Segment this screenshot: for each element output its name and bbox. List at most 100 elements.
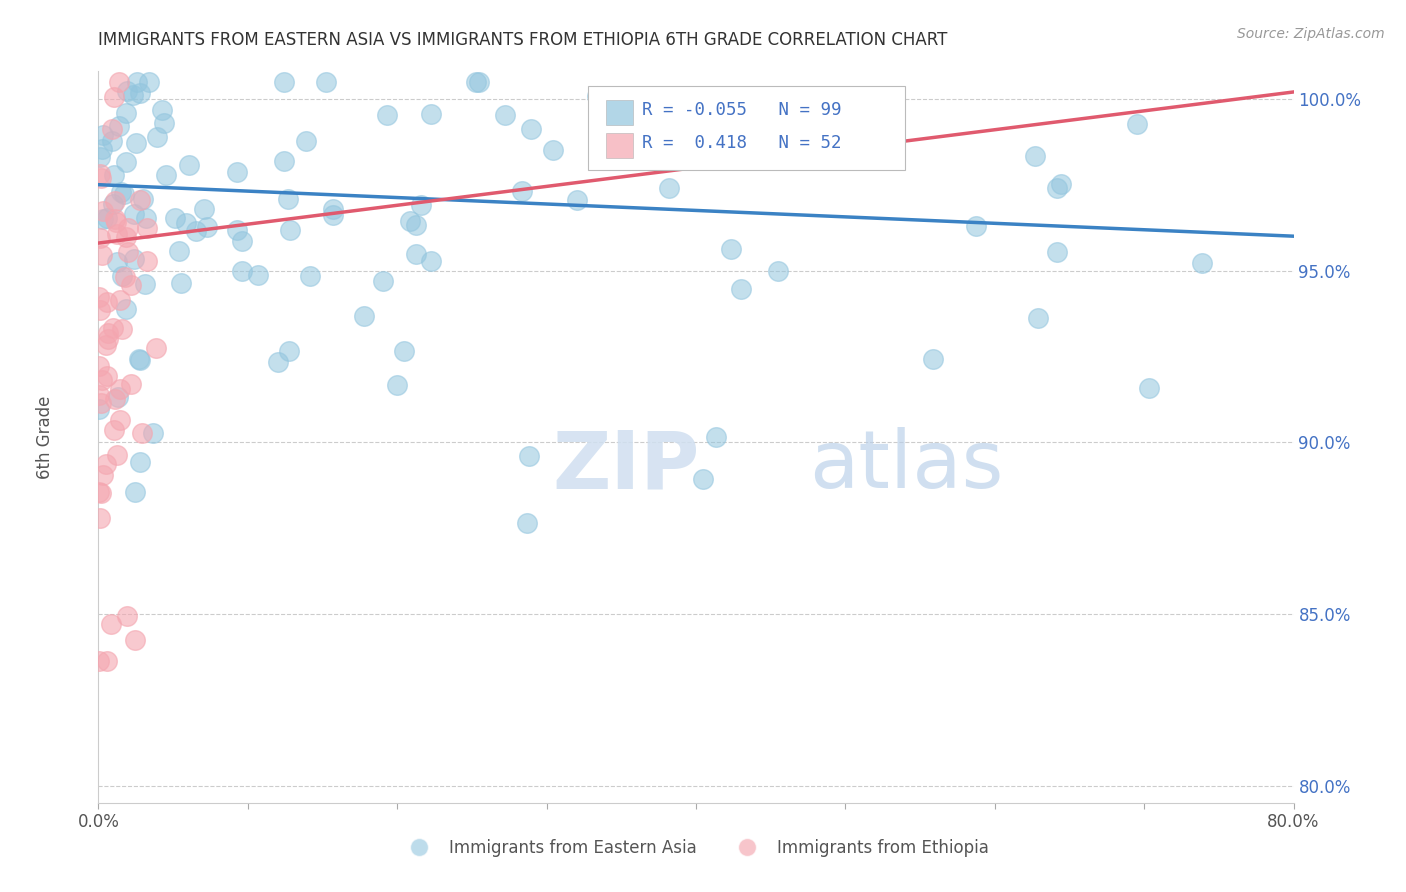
Point xyxy=(124,485,146,500)
Point xyxy=(107,390,129,404)
Point xyxy=(96,654,118,668)
Text: IMMIGRANTS FROM EASTERN ASIA VS IMMIGRANTS FROM ETHIOPIA 6TH GRADE CORRELATION C: IMMIGRANTS FROM EASTERN ASIA VS IMMIGRAN… xyxy=(98,31,948,49)
Point xyxy=(91,128,114,142)
Point xyxy=(730,282,752,296)
Point xyxy=(115,609,138,624)
Point xyxy=(115,155,138,169)
FancyBboxPatch shape xyxy=(589,86,905,170)
Point xyxy=(1046,181,1069,195)
Point xyxy=(127,75,149,89)
Point xyxy=(516,516,538,531)
Point xyxy=(405,246,427,260)
Point xyxy=(1046,245,1069,260)
Point xyxy=(90,396,112,410)
Point xyxy=(231,264,253,278)
Text: atlas: atlas xyxy=(810,427,1004,506)
Point xyxy=(87,402,110,417)
Point xyxy=(87,485,110,500)
Point xyxy=(409,198,432,212)
Point xyxy=(299,268,322,283)
Point xyxy=(128,352,150,367)
Point xyxy=(1191,256,1213,270)
Point xyxy=(117,221,139,235)
Bar xyxy=(606,100,633,125)
Point xyxy=(111,322,134,336)
Point xyxy=(1126,117,1149,131)
Point xyxy=(394,343,416,358)
Point xyxy=(720,243,742,257)
Point xyxy=(517,450,540,464)
Point xyxy=(104,212,127,227)
Point xyxy=(1137,381,1160,395)
Point xyxy=(146,130,169,145)
Point xyxy=(87,654,110,668)
Point xyxy=(101,320,124,334)
Point xyxy=(138,75,160,89)
Point xyxy=(91,212,114,227)
Point xyxy=(405,218,427,232)
Point xyxy=(541,143,564,157)
Point xyxy=(1024,149,1046,163)
Point xyxy=(142,425,165,440)
Point xyxy=(120,376,142,391)
Point xyxy=(375,108,398,122)
Point xyxy=(165,211,187,226)
Point xyxy=(419,107,441,121)
Point xyxy=(247,268,270,282)
Point xyxy=(195,220,218,235)
Point xyxy=(120,278,142,293)
Point xyxy=(658,181,681,195)
Point xyxy=(129,194,152,208)
Text: R =  0.418   N = 52: R = 0.418 N = 52 xyxy=(643,134,842,152)
Point xyxy=(184,224,207,238)
Point xyxy=(494,108,516,122)
Point xyxy=(91,468,114,483)
Point xyxy=(96,338,118,352)
Point xyxy=(105,448,128,462)
Point xyxy=(124,207,146,221)
Point xyxy=(89,231,111,245)
Point xyxy=(89,510,111,524)
Point xyxy=(87,359,110,373)
Point xyxy=(103,194,125,209)
Point xyxy=(89,167,111,181)
Point xyxy=(128,351,150,366)
Point xyxy=(124,252,146,266)
Point xyxy=(467,75,489,89)
Point xyxy=(90,171,112,186)
Text: ZIP: ZIP xyxy=(553,427,700,506)
Point xyxy=(89,150,111,164)
Point xyxy=(231,234,253,248)
Point xyxy=(91,142,114,156)
Point xyxy=(965,219,987,234)
Point xyxy=(464,75,486,89)
Point xyxy=(1050,178,1073,192)
Point xyxy=(103,392,125,406)
Point xyxy=(266,354,288,368)
Point xyxy=(169,244,191,258)
Point xyxy=(315,75,337,89)
Point xyxy=(108,383,131,397)
Point xyxy=(110,185,132,199)
Point xyxy=(922,352,945,367)
Point xyxy=(105,215,128,229)
Point xyxy=(295,134,318,148)
Point xyxy=(155,168,177,182)
Point xyxy=(278,344,301,359)
Point xyxy=(128,87,150,101)
Point xyxy=(125,136,148,150)
Point xyxy=(115,230,138,244)
Point xyxy=(117,245,139,260)
Point xyxy=(1028,310,1050,325)
Point xyxy=(585,89,607,103)
Point xyxy=(278,223,301,237)
Point xyxy=(704,430,727,444)
Point xyxy=(273,153,295,168)
Point xyxy=(101,134,124,148)
Point xyxy=(103,169,125,183)
Point xyxy=(101,197,124,211)
Point xyxy=(134,277,156,291)
Point xyxy=(322,202,344,217)
Point xyxy=(96,295,118,310)
Point xyxy=(87,290,110,304)
